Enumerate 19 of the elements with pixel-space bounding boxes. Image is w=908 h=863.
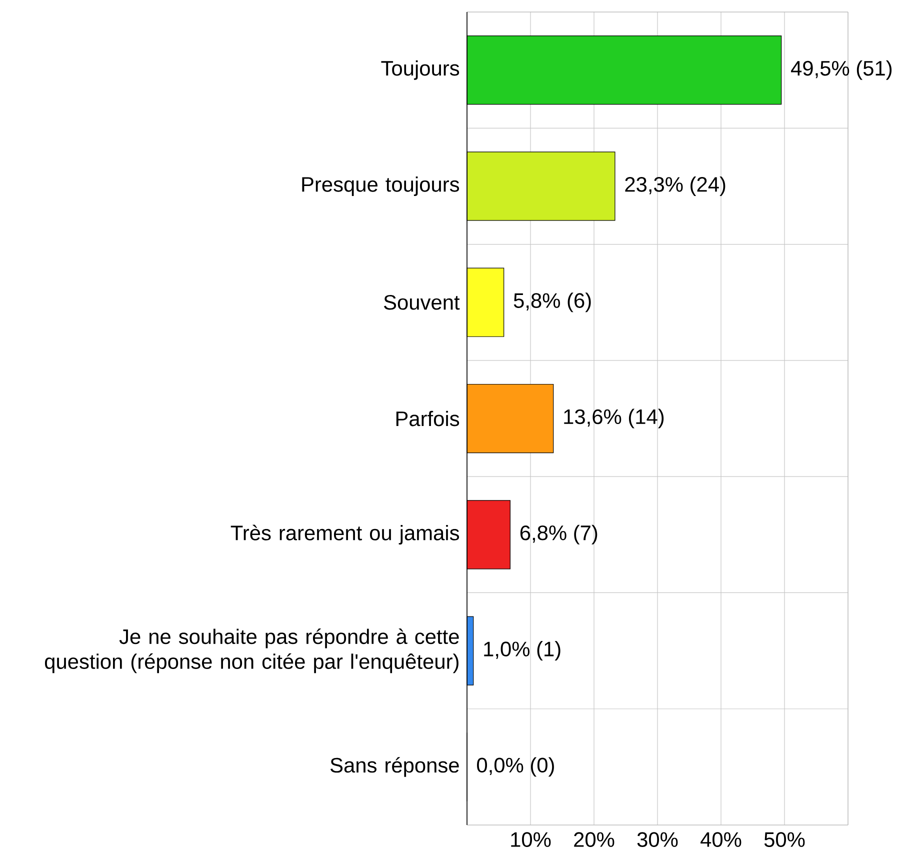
x-tick-label: 20%: [574, 832, 614, 847]
y-tick-label: Souvent: [384, 294, 460, 310]
y-tick-label: Je ne souhaite pas répondre à cette question (réponse non citée par l'enquêteur): [44, 628, 459, 674]
x-tick-label: 30%: [637, 832, 678, 847]
y-tick-label: Toujours: [381, 60, 460, 80]
x-tick-label: 40%: [700, 832, 742, 847]
data-label: 5,8% (6): [514, 292, 591, 312]
data-label: 23,3% (24): [625, 176, 726, 196]
y-tick-label: Parfois: [396, 410, 460, 426]
y-tick-label: Sans réponse: [330, 757, 459, 777]
y-tick-label: Très rarement ou jamais: [230, 524, 460, 545]
y-tick-label: Presque toujours: [302, 176, 460, 196]
data-label: 6,8% (7): [520, 524, 598, 544]
x-tick-label: 10%: [511, 832, 551, 847]
data-label: 13,6% (14): [564, 408, 664, 428]
data-label: 49,5% (51): [791, 60, 892, 80]
data-label: 1,0% (1): [484, 641, 560, 661]
x-tick-label: 50%: [764, 832, 805, 847]
data-label: 0,0% (0): [477, 757, 554, 777]
